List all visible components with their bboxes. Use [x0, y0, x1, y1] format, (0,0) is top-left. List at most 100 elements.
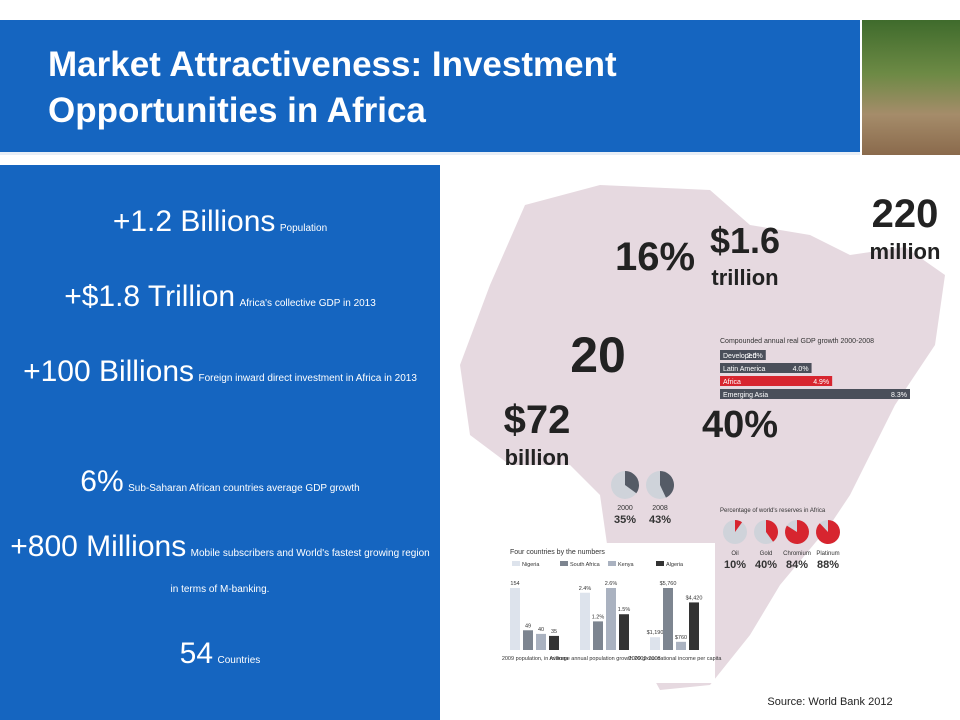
- photo: [862, 20, 960, 155]
- infographic: 220 million $1.6 trillion 16% 20 $72 billion 40%…: [460, 185, 945, 708]
- pie-wedge: [660, 471, 674, 498]
- legend-swatch: [608, 561, 616, 566]
- legend-swatch: [656, 561, 664, 566]
- stat: +100 Billions Foreign inward direct inve…: [6, 355, 434, 397]
- bar: [720, 376, 833, 386]
- stat-value: +1.2 Billions: [112, 205, 276, 238]
- bar-value: 8.3%: [891, 392, 907, 399]
- bar-value: 2.6%: [605, 581, 618, 587]
- bar: [523, 630, 533, 650]
- pie-wedge: [816, 520, 840, 544]
- bar: [689, 602, 699, 650]
- pie-category: Platinum: [816, 551, 839, 557]
- bar-value: 35: [551, 629, 557, 635]
- stats-panel: +1.2 Billions Population +$1.8 Trillion A…: [0, 165, 440, 720]
- stat-label: Foreign inward direct investment in Afri…: [198, 373, 417, 384]
- bar: [619, 614, 629, 650]
- chart-title: Four countries by the numbers: [510, 549, 605, 556]
- pie-value: 88%: [817, 559, 839, 571]
- legend-label: Nigeria: [522, 562, 540, 568]
- highlight-value: $72: [504, 398, 571, 442]
- bar-value: 1.5%: [618, 607, 631, 613]
- highlight-value: 20: [570, 327, 626, 383]
- africa-map: [460, 185, 945, 690]
- highlight-unit: trillion: [711, 265, 778, 290]
- bar: [510, 588, 520, 650]
- title-bar: Market Attractiveness: Investment Opport…: [0, 20, 860, 155]
- highlight-value: 220: [872, 192, 939, 236]
- stat-value: 6%: [80, 465, 124, 498]
- bar-value: $760: [675, 635, 687, 641]
- group-label: Average annual population growth 2002-20…: [549, 656, 660, 662]
- stat-label: Population: [279, 223, 328, 234]
- pie-wedge: [766, 520, 778, 542]
- bar-label: Latin America: [723, 366, 766, 373]
- stat-value: +$1.8 Trillion: [64, 280, 236, 313]
- bar-value: 154: [510, 581, 519, 587]
- pie-wedge: [785, 520, 809, 544]
- stat-value: +800 Millions: [10, 530, 187, 563]
- pie-value: 84%: [786, 559, 808, 571]
- pie-category: Gold: [760, 551, 773, 557]
- bar: [549, 635, 559, 650]
- bar-value: 4.9%: [813, 379, 829, 386]
- bar: [663, 588, 673, 650]
- stat: 6% Sub-Saharan African countries average…: [6, 465, 434, 507]
- legend-label: Algeria: [666, 562, 684, 568]
- highlight-value: 40%: [702, 404, 778, 446]
- pie-wedge: [625, 471, 639, 494]
- bar-label: Africa: [723, 379, 741, 386]
- bar-value: 2.0%: [747, 353, 763, 360]
- legend-label: Kenya: [618, 562, 635, 568]
- stat: +1.2 Billions Population: [6, 205, 434, 247]
- highlight-value: 16%: [615, 235, 695, 279]
- stat-label: Countries: [217, 655, 261, 666]
- stat-label: Sub-Saharan African countries average GD…: [128, 483, 360, 494]
- bar-value: $4,420: [686, 595, 703, 601]
- bar: [676, 641, 686, 650]
- bar-value: 40: [538, 627, 544, 633]
- chart-title: Compounded annual real GDP growth 2000-2…: [720, 338, 874, 345]
- highlight-value: $1.6: [710, 220, 780, 261]
- bar-value: 49: [525, 623, 531, 629]
- stat: 54 Countries: [6, 637, 434, 679]
- pie-value: 10%: [724, 559, 746, 571]
- bar: [720, 363, 812, 373]
- bar: [606, 588, 616, 650]
- highlight-unit: billion: [505, 445, 570, 470]
- stat: +800 Millions Mobile subscribers and Wor…: [6, 530, 434, 608]
- group-label: 2009 population, in millions: [502, 656, 569, 662]
- legend-swatch: [560, 561, 568, 566]
- pie-value: 35%: [614, 514, 636, 526]
- pie-wedge: [735, 520, 743, 532]
- pie-value: 40%: [755, 559, 777, 571]
- pie-value: 43%: [649, 514, 671, 526]
- bar-label: Emerging Asia: [723, 392, 768, 399]
- stat-value: 54: [179, 637, 214, 670]
- bar: [720, 389, 910, 399]
- bar: [580, 592, 590, 650]
- bar-value: 4.0%: [793, 366, 809, 373]
- source: Source: World Bank 2012: [767, 696, 892, 708]
- pie-category: 2008: [652, 505, 668, 512]
- chart-title: Percentage of world's reserves in Africa: [720, 508, 826, 514]
- bar-value: 1.2%: [592, 614, 605, 620]
- bar: [720, 350, 766, 360]
- group-label: 2009 gross national income per capita: [629, 656, 723, 662]
- bar: [536, 633, 546, 650]
- stat-label: Mobile subscribers and World's fastest g…: [170, 548, 430, 595]
- bar-value: $1,190: [647, 630, 664, 636]
- highlight-unit: million: [870, 239, 941, 264]
- stat-label: Africa's collective GDP in 2013: [239, 298, 376, 309]
- pie-category: Oil: [731, 551, 738, 557]
- bar-label: Developed: [723, 353, 757, 360]
- stat: +$1.8 Trillion Africa's collective GDP i…: [6, 280, 434, 322]
- bar: [650, 637, 660, 650]
- pie-category: 2000: [617, 505, 633, 512]
- bar: [593, 621, 603, 650]
- legend-swatch: [512, 561, 520, 566]
- bar-value: 2.4%: [579, 586, 592, 592]
- stat-value: +100 Billions: [23, 355, 195, 388]
- bar-value: $5,760: [660, 581, 677, 587]
